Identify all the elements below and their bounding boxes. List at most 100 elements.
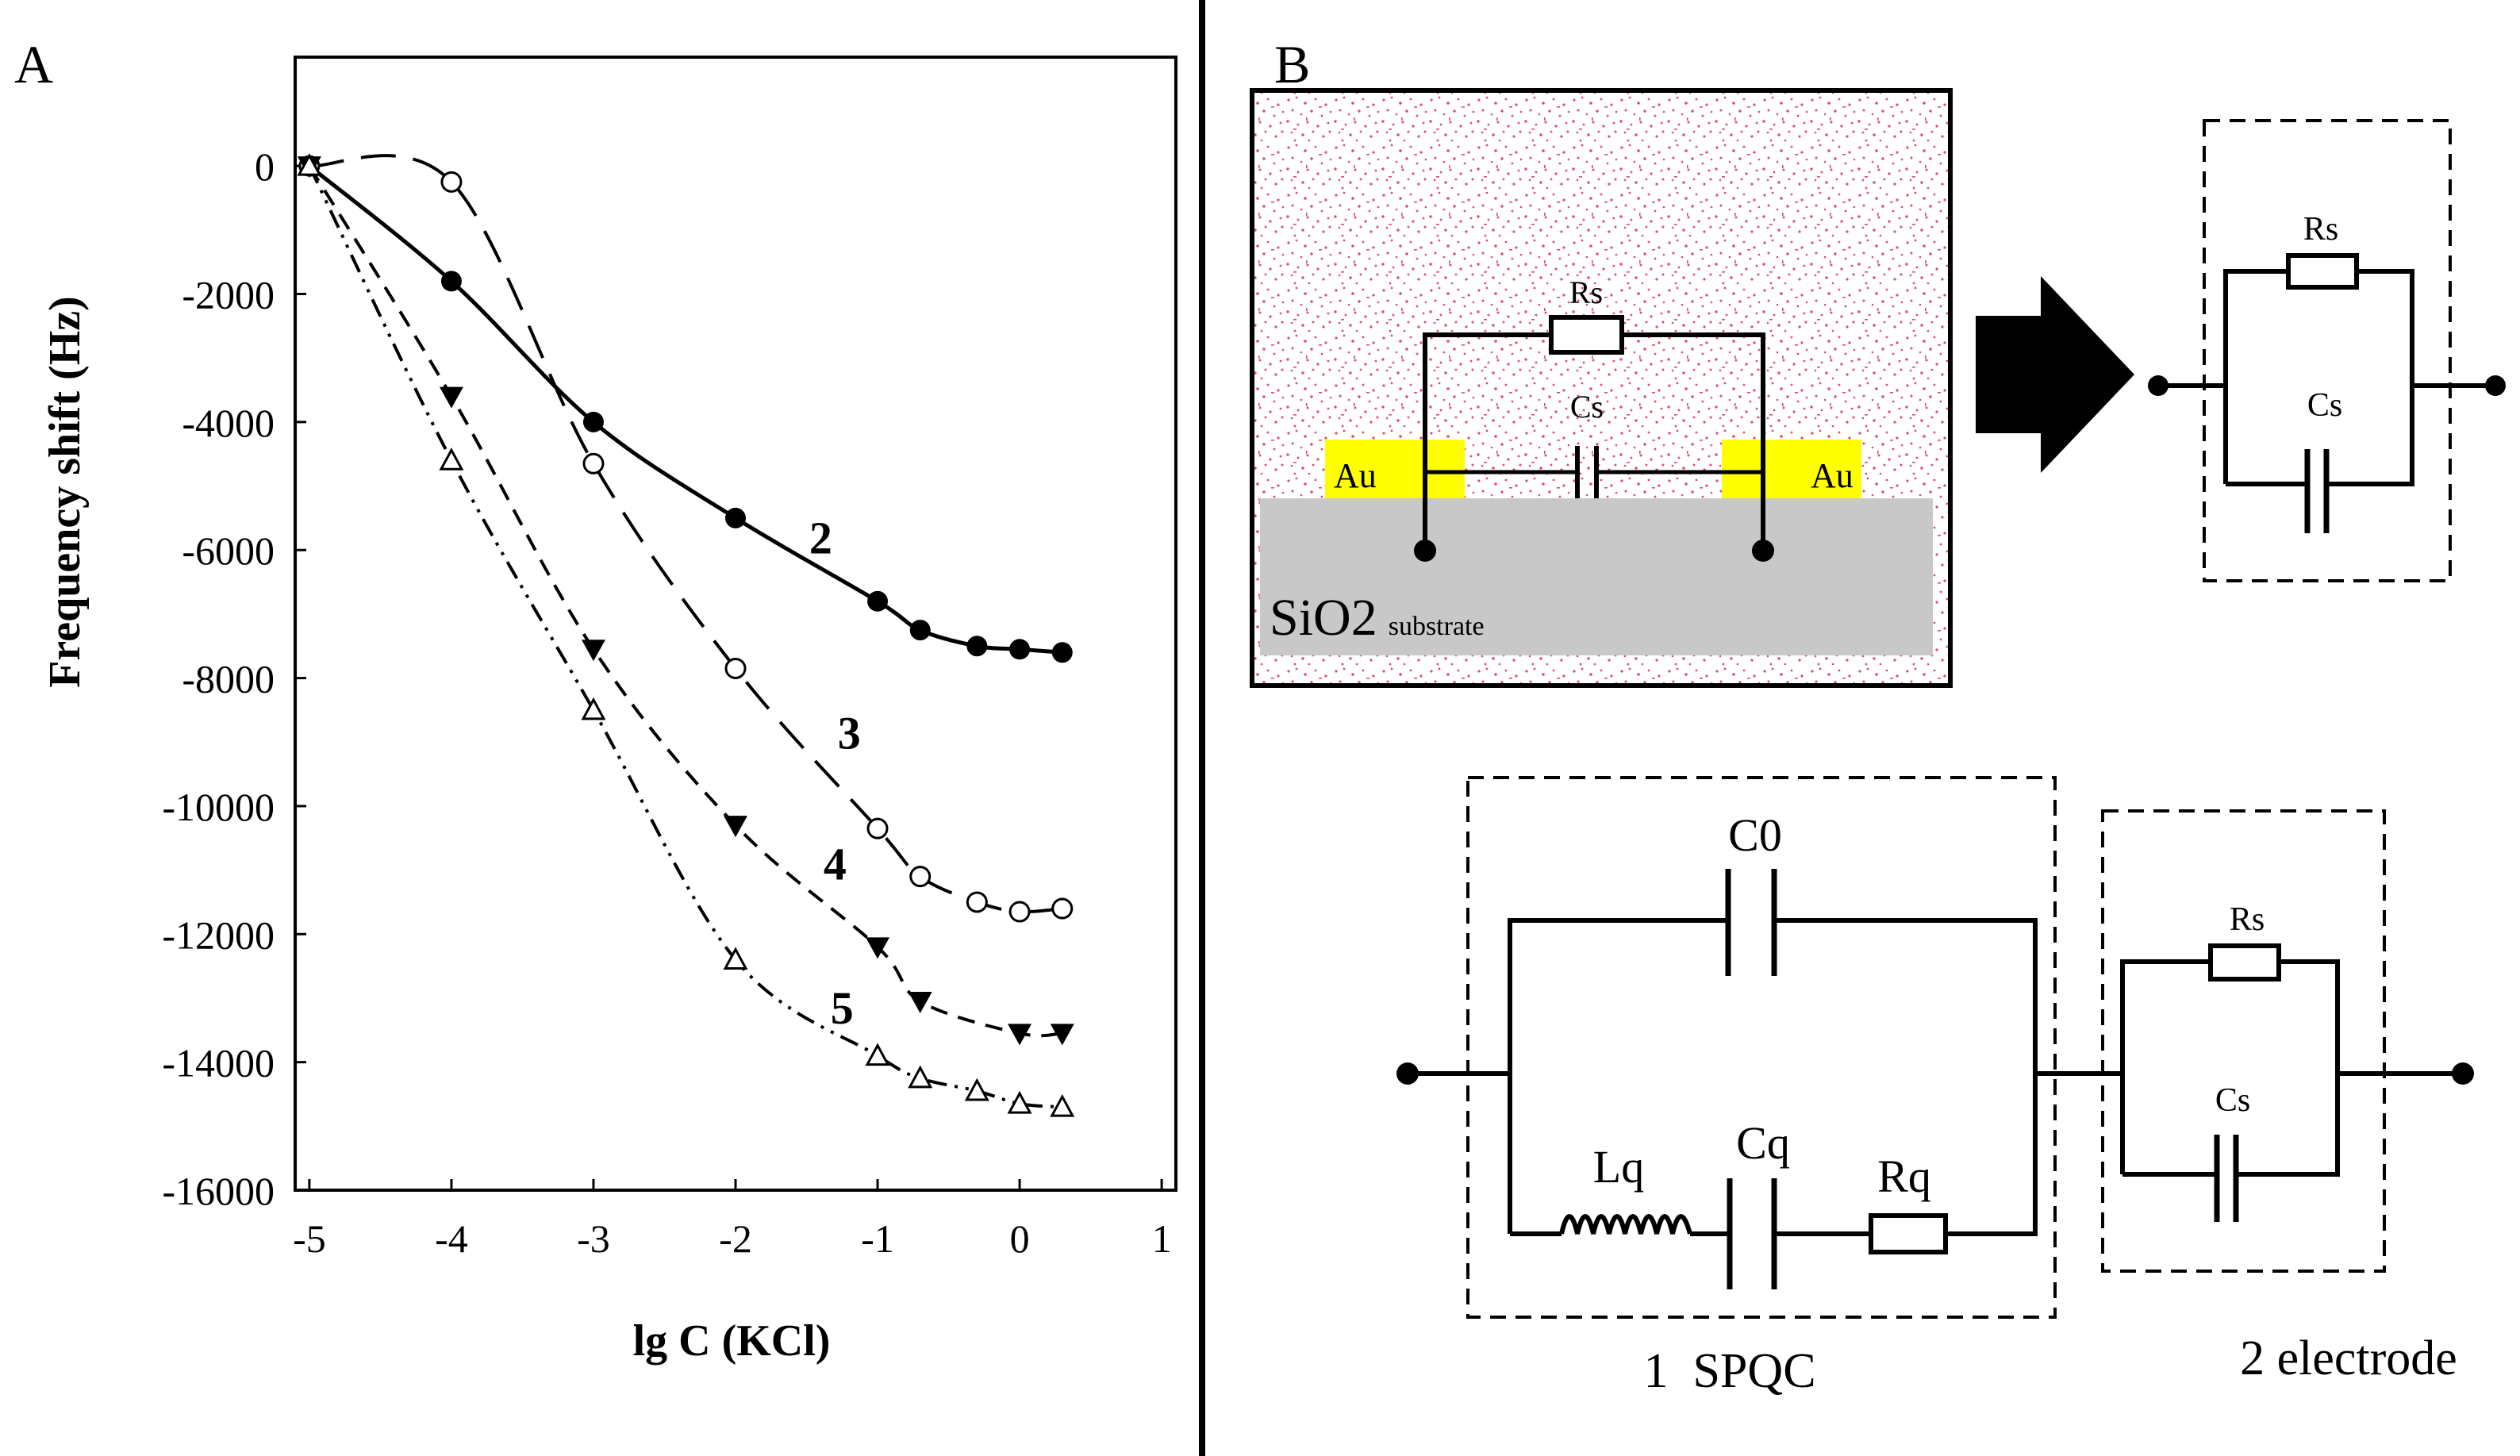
series-label-5: 5 [831,982,854,1034]
data-point-series-5 [581,697,606,720]
x-tick-label: -5 [293,1216,326,1261]
series-layer [297,153,1075,1117]
data-point-series-3 [582,452,605,474]
data-point-series-5 [964,1078,989,1101]
y-tick-label: -6000 [182,528,275,573]
arrow-icon [1976,276,2134,473]
illustration-frame [1250,88,1953,688]
y-tick-label: -10000 [162,785,275,829]
series-label-4: 4 [824,839,847,890]
electrode-caption: 2 electrode [2240,1331,2457,1385]
cq-label: Cq [1736,1117,1790,1169]
spqc-box [1466,776,2057,1319]
top-rs-label: Rs [2303,211,2338,248]
series-label-2: 2 [809,512,832,563]
series-labels: 2 3 4 5 [809,512,861,1034]
y-tick-label: -2000 [182,273,275,317]
rq-resistor [1869,1213,1948,1254]
data-point-series-5 [439,448,464,471]
data-point-series-5 [297,153,322,176]
electrode-right-label: Au [1811,456,1854,495]
data-point-series-2 [909,620,931,641]
data-point-series-3 [866,817,889,839]
rs-label: Rs [1569,275,1603,310]
series-line-2 [308,164,1062,655]
data-point-series-4 [866,937,890,959]
electrode-left-label: Au [1334,456,1377,495]
lq-inductor [1559,1214,1692,1235]
y-tick-label: -8000 [182,657,275,701]
panel-b-label: B [1274,34,1310,94]
spqc-caption: 1 SPQC [1643,1344,1815,1398]
top-lead-right-dot [2485,375,2506,396]
terminal-right [1752,540,1774,562]
substrate-label: SiO2 substrate [1270,589,1485,647]
x-tick-label: 0 [1010,1216,1030,1261]
rs-wire [1423,332,1765,549]
data-point-series-4 [439,386,463,409]
c0-label: C0 [1728,809,1782,861]
substrate-layer [1260,498,1933,655]
data-point-series-2 [867,590,889,612]
rq-label: Rq [1877,1151,1931,1202]
electrode-box [2101,809,2386,1273]
lq-label: Lq [1593,1141,1644,1193]
x-tick-label: -3 [577,1216,610,1261]
y-tick-label: -12000 [162,912,275,957]
series-label-3: 3 [838,707,861,759]
bottom-rs-resistor [2208,943,2281,982]
data-point-series-4 [1008,1024,1032,1046]
data-point-series-3 [1008,901,1031,923]
data-point-series-2 [582,411,604,432]
data-point-series-3 [966,891,988,913]
top-cs-label: Cs [2307,387,2342,424]
data-point-series-5 [865,1043,890,1066]
x-tick-label: -4 [435,1216,468,1261]
series-line-3 [309,154,1062,914]
plot-frame [294,56,1177,1192]
top-circuit-wires [2223,269,2414,486]
data-point-series-4 [908,992,932,1013]
y-tick-label: 0 [255,144,275,189]
data-point-series-3 [909,866,932,888]
sensor-illustration: Au Au Rs Cs SiO2 substrate [1250,88,1953,688]
data-point-series-5 [1007,1090,1032,1114]
bottom-cs-label: Cs [2215,1082,2250,1119]
y-tick-label: -16000 [162,1169,275,1213]
top-circuit-box [2203,119,2452,582]
data-point-series-2 [1009,639,1031,660]
data-point-series-4 [724,816,747,838]
bottom-rs-label: Rs [2230,901,2265,938]
top-rs-resistor [2286,253,2359,290]
data-point-series-2 [1051,642,1073,663]
cs-label: Cs [1570,389,1604,425]
data-point-series-2 [725,507,746,528]
y-tick-label: -14000 [162,1041,275,1085]
top-lead-left-dot [2148,375,2169,396]
y-axis-title: Frequency shift (Hz) [40,296,90,688]
data-point-series-5 [908,1065,933,1089]
rs-resistor [1549,315,1624,355]
panel-a-label: A [14,34,53,94]
data-point-series-2 [966,636,988,657]
electrode-circuit-wires [2120,959,2340,1177]
series-line-5 [308,165,1062,1109]
x-tick-label: -2 [719,1216,752,1261]
equivalent-circuit-bottom: C0 Lq Cq Rq Rs Cs 1 SPQC 2 electrode [1396,776,2474,1398]
x-axis-title: lg C (KCl) [633,1316,831,1366]
equivalent-circuit-top: Rs Cs [2148,119,2506,582]
electrode-right [1722,440,1861,498]
spqc-wires [1508,918,2038,1236]
x-tick-label: 1 [1152,1216,1172,1261]
data-point-series-3 [440,171,463,193]
terminal-left [1414,540,1436,562]
y-tick-label: -4000 [182,401,275,445]
data-point-series-3 [724,657,747,679]
data-point-series-5 [723,947,748,970]
data-point-series-3 [1051,897,1074,920]
y-tick-labels: 0 -2000 -4000 -6000 -8000 -10000 -12000 -14000 -… [162,144,306,1213]
data-point-series-4 [581,640,605,662]
electrode-left [1325,440,1465,498]
x-tick-labels: -5 -4 -3 -2 -1 0 1 [293,1179,1172,1261]
